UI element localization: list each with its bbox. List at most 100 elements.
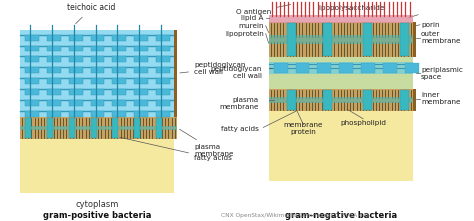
- Bar: [47, 56, 61, 62]
- Bar: [112, 46, 127, 51]
- Bar: [47, 78, 61, 84]
- Bar: [323, 90, 332, 110]
- Bar: [400, 90, 409, 110]
- Bar: [156, 56, 170, 62]
- Bar: [287, 23, 295, 56]
- Bar: [112, 56, 127, 62]
- Bar: [20, 126, 177, 130]
- Bar: [156, 118, 162, 138]
- Text: CNX OpenStax/Wikimedia Commons/CC BY-SA 4.0: CNX OpenStax/Wikimedia Commons/CC BY-SA …: [221, 213, 368, 218]
- Bar: [25, 78, 39, 84]
- Bar: [47, 35, 61, 41]
- Bar: [413, 89, 416, 111]
- Bar: [134, 111, 148, 117]
- Bar: [269, 62, 413, 74]
- Bar: [47, 100, 61, 106]
- Bar: [269, 22, 413, 57]
- Text: lipid A: lipid A: [241, 15, 264, 21]
- Bar: [91, 118, 97, 138]
- Bar: [273, 63, 288, 73]
- Bar: [361, 63, 375, 73]
- Text: lipoprotein: lipoprotein: [225, 31, 264, 37]
- Bar: [383, 63, 397, 73]
- Bar: [69, 118, 74, 138]
- Bar: [69, 56, 82, 62]
- Text: fatty acids: fatty acids: [119, 137, 232, 161]
- Bar: [112, 35, 127, 41]
- Bar: [405, 63, 419, 73]
- Text: fatty acids: fatty acids: [221, 126, 259, 132]
- Bar: [25, 89, 39, 95]
- Bar: [47, 118, 53, 138]
- Bar: [134, 78, 148, 84]
- Bar: [47, 111, 61, 117]
- Bar: [69, 100, 82, 106]
- Bar: [69, 111, 82, 117]
- Bar: [25, 56, 39, 62]
- Bar: [20, 30, 174, 117]
- Bar: [47, 67, 61, 73]
- Text: outer
membrane: outer membrane: [421, 31, 460, 44]
- Text: cytoplasm: cytoplasm: [75, 200, 118, 210]
- Text: phospholipid: phospholipid: [340, 120, 386, 126]
- Bar: [363, 23, 372, 56]
- Text: porin: porin: [421, 22, 439, 28]
- Bar: [269, 111, 413, 181]
- Text: gram-positive bacteria: gram-positive bacteria: [43, 211, 151, 220]
- Bar: [91, 78, 104, 84]
- Bar: [25, 118, 31, 138]
- Bar: [156, 89, 170, 95]
- Bar: [413, 22, 416, 57]
- Bar: [112, 118, 118, 138]
- Bar: [134, 89, 148, 95]
- Bar: [156, 67, 170, 73]
- Text: inner
membrane: inner membrane: [421, 92, 460, 105]
- Bar: [47, 89, 61, 95]
- Bar: [134, 35, 148, 41]
- Bar: [323, 23, 332, 56]
- Bar: [91, 67, 104, 73]
- Bar: [269, 57, 413, 89]
- Bar: [174, 30, 177, 117]
- Bar: [134, 56, 148, 62]
- Bar: [91, 46, 104, 51]
- Bar: [156, 78, 170, 84]
- Bar: [25, 111, 39, 117]
- Text: periplasmic
space: periplasmic space: [421, 67, 463, 80]
- Bar: [69, 46, 82, 51]
- Bar: [25, 35, 39, 41]
- Bar: [134, 46, 148, 51]
- Bar: [134, 67, 148, 73]
- Bar: [91, 35, 104, 41]
- Bar: [156, 111, 170, 117]
- Text: peptidoglycan
cell wall: peptidoglycan cell wall: [210, 66, 262, 79]
- Bar: [112, 67, 127, 73]
- Bar: [134, 118, 140, 138]
- Bar: [134, 100, 148, 106]
- Text: membrane
protein: membrane protein: [284, 122, 323, 135]
- Bar: [339, 63, 353, 73]
- Bar: [69, 67, 82, 73]
- Bar: [295, 63, 310, 73]
- Bar: [156, 35, 170, 41]
- Text: plasma
membrane: plasma membrane: [180, 129, 234, 157]
- Bar: [269, 35, 413, 44]
- Bar: [400, 23, 409, 56]
- Bar: [112, 89, 127, 95]
- Bar: [112, 78, 127, 84]
- Bar: [47, 46, 61, 51]
- Bar: [269, 15, 413, 23]
- Bar: [91, 89, 104, 95]
- Bar: [25, 100, 39, 106]
- Bar: [112, 111, 127, 117]
- Bar: [20, 139, 174, 193]
- Bar: [91, 56, 104, 62]
- Bar: [156, 100, 170, 106]
- Text: gram-negative bacteria: gram-negative bacteria: [285, 211, 397, 220]
- Bar: [269, 89, 413, 111]
- Bar: [69, 78, 82, 84]
- Text: O antigen: O antigen: [236, 4, 291, 15]
- Bar: [156, 46, 170, 51]
- Bar: [25, 46, 39, 51]
- Bar: [69, 89, 82, 95]
